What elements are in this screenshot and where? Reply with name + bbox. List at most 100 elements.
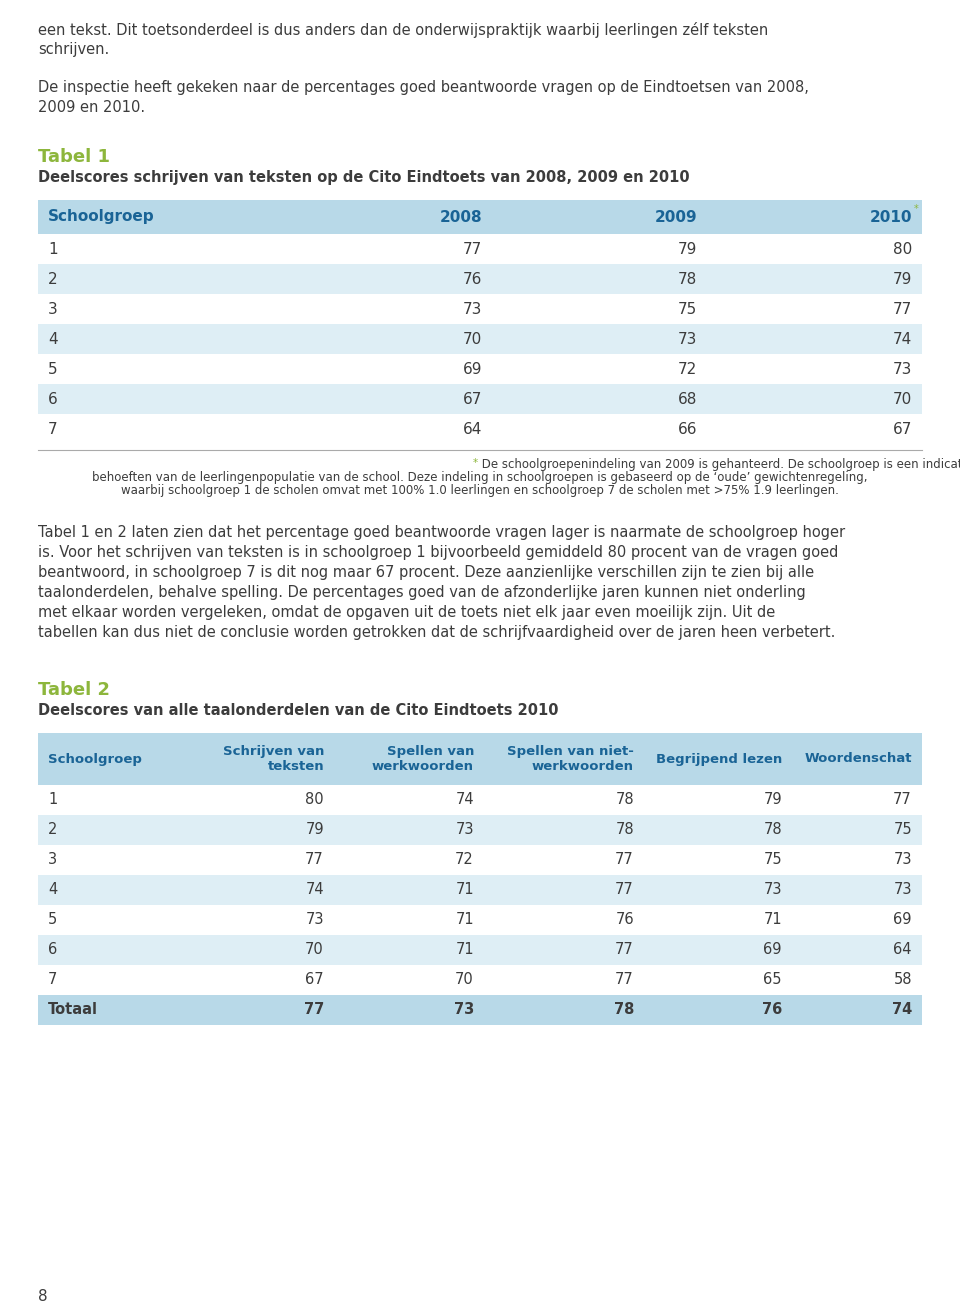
Bar bbox=[792, 905, 922, 935]
Text: 66: 66 bbox=[678, 422, 697, 437]
Text: 80: 80 bbox=[305, 793, 324, 808]
Text: 73: 73 bbox=[454, 1003, 474, 1017]
Bar bbox=[644, 995, 792, 1025]
Text: 77: 77 bbox=[615, 973, 634, 987]
Text: 2010: 2010 bbox=[870, 210, 912, 224]
Text: Deelscores van alle taalonderdelen van de Cito Eindtoets 2010: Deelscores van alle taalonderdelen van d… bbox=[38, 703, 559, 718]
Text: 7: 7 bbox=[48, 422, 58, 437]
Text: werkwoorden: werkwoorden bbox=[532, 759, 634, 772]
Text: 2: 2 bbox=[48, 271, 58, 287]
Text: Tabel 2: Tabel 2 bbox=[38, 680, 110, 699]
Bar bbox=[792, 733, 922, 785]
Text: Totaal: Totaal bbox=[48, 1003, 98, 1017]
Bar bbox=[334, 846, 484, 874]
Bar bbox=[334, 785, 484, 815]
Bar bbox=[278, 201, 492, 233]
Text: 3: 3 bbox=[48, 302, 58, 316]
Bar bbox=[38, 815, 186, 846]
Text: 69: 69 bbox=[763, 943, 782, 957]
Bar bbox=[186, 846, 334, 874]
Bar bbox=[492, 294, 707, 324]
Text: De inspectie heeft gekeken naar de percentages goed beantwoorde vragen op de Ein: De inspectie heeft gekeken naar de perce… bbox=[38, 80, 809, 94]
Bar bbox=[707, 414, 922, 444]
Text: 74: 74 bbox=[305, 882, 324, 898]
Text: 76: 76 bbox=[463, 271, 482, 287]
Bar bbox=[186, 995, 334, 1025]
Bar bbox=[334, 995, 484, 1025]
Bar bbox=[644, 815, 792, 846]
Text: 74: 74 bbox=[893, 332, 912, 346]
Bar bbox=[492, 414, 707, 444]
Bar bbox=[492, 264, 707, 294]
Text: 73: 73 bbox=[455, 822, 474, 838]
Text: 77: 77 bbox=[893, 302, 912, 316]
Text: 77: 77 bbox=[463, 241, 482, 257]
Bar bbox=[644, 965, 792, 995]
Bar bbox=[186, 874, 334, 905]
Text: 75: 75 bbox=[894, 822, 912, 838]
Text: 65: 65 bbox=[763, 973, 782, 987]
Text: schrijven.: schrijven. bbox=[38, 42, 109, 56]
Text: 78: 78 bbox=[763, 822, 782, 838]
Text: 72: 72 bbox=[678, 362, 697, 376]
Text: *: * bbox=[473, 458, 478, 468]
Text: 64: 64 bbox=[463, 422, 482, 437]
Bar bbox=[707, 354, 922, 384]
Text: 67: 67 bbox=[305, 973, 324, 987]
Text: behoeften van de leerlingenpopulatie van de school. Deze indeling in schoolgroep: behoeften van de leerlingenpopulatie van… bbox=[92, 471, 868, 484]
Text: 74: 74 bbox=[455, 793, 474, 808]
Bar bbox=[278, 384, 492, 414]
Bar bbox=[278, 414, 492, 444]
Bar bbox=[334, 935, 484, 965]
Bar bbox=[186, 815, 334, 846]
Text: 67: 67 bbox=[463, 392, 482, 406]
Bar bbox=[186, 905, 334, 935]
Text: taalonderdelen, behalve spelling. De percentages goed van de afzonderlijke jaren: taalonderdelen, behalve spelling. De per… bbox=[38, 585, 805, 600]
Bar bbox=[186, 965, 334, 995]
Bar bbox=[334, 905, 484, 935]
Bar bbox=[792, 935, 922, 965]
Bar bbox=[484, 733, 644, 785]
Bar bbox=[484, 815, 644, 846]
Text: 76: 76 bbox=[615, 912, 634, 927]
Text: De schoolgroepenindeling van 2009 is gehanteerd. De schoolgroep is een indicatie: De schoolgroepenindeling van 2009 is geh… bbox=[478, 458, 960, 471]
Bar bbox=[278, 294, 492, 324]
Text: 80: 80 bbox=[893, 241, 912, 257]
Text: 73: 73 bbox=[678, 332, 697, 346]
Bar bbox=[792, 785, 922, 815]
Text: Deelscores schrijven van teksten op de Cito Eindtoets van 2008, 2009 en 2010: Deelscores schrijven van teksten op de C… bbox=[38, 170, 689, 185]
Text: 77: 77 bbox=[305, 852, 324, 868]
Text: 5: 5 bbox=[48, 912, 58, 927]
Bar bbox=[278, 354, 492, 384]
Bar bbox=[792, 995, 922, 1025]
Text: 6: 6 bbox=[48, 392, 58, 406]
Text: beantwoord, in schoolgroep 7 is dit nog maar 67 procent. Deze aanzienlijke versc: beantwoord, in schoolgroep 7 is dit nog … bbox=[38, 565, 814, 579]
Bar bbox=[278, 264, 492, 294]
Bar bbox=[38, 785, 186, 815]
Bar bbox=[644, 846, 792, 874]
Bar bbox=[792, 965, 922, 995]
Bar bbox=[38, 233, 278, 264]
Text: Spellen van niet-: Spellen van niet- bbox=[507, 746, 634, 759]
Text: 78: 78 bbox=[615, 793, 634, 808]
Text: 3: 3 bbox=[48, 852, 58, 868]
Text: 64: 64 bbox=[894, 943, 912, 957]
Text: 73: 73 bbox=[305, 912, 324, 927]
Text: met elkaar worden vergeleken, omdat de opgaven uit de toets niet elk jaar even m: met elkaar worden vergeleken, omdat de o… bbox=[38, 604, 776, 620]
Text: 1: 1 bbox=[48, 241, 58, 257]
Text: 76: 76 bbox=[761, 1003, 782, 1017]
Bar bbox=[484, 995, 644, 1025]
Bar bbox=[707, 324, 922, 354]
Text: 77: 77 bbox=[615, 852, 634, 868]
Bar bbox=[38, 414, 278, 444]
Bar bbox=[334, 874, 484, 905]
Bar bbox=[186, 733, 334, 785]
Text: 73: 73 bbox=[893, 362, 912, 376]
Text: tabellen kan dus niet de conclusie worden getrokken dat de schrijfvaardigheid ov: tabellen kan dus niet de conclusie worde… bbox=[38, 625, 835, 640]
Text: 70: 70 bbox=[455, 973, 474, 987]
Text: Tabel 1 en 2 laten zien dat het percentage goed beantwoorde vragen lager is naar: Tabel 1 en 2 laten zien dat het percenta… bbox=[38, 524, 845, 540]
Bar bbox=[38, 874, 186, 905]
Text: 2009 en 2010.: 2009 en 2010. bbox=[38, 100, 145, 115]
Bar bbox=[707, 294, 922, 324]
Bar bbox=[38, 294, 278, 324]
